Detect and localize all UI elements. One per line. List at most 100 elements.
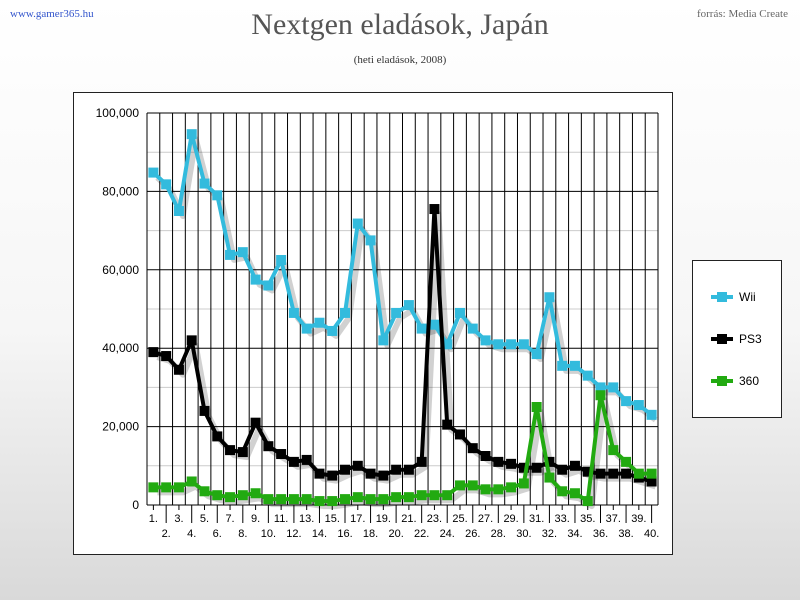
y-tick-label: 40,000 [102, 341, 139, 355]
x-tick-label: 5. [200, 513, 209, 525]
data-point-360 [225, 492, 236, 503]
data-point-ps3 [403, 464, 414, 475]
data-point-360 [646, 468, 657, 479]
legend: Wii PS3 360 [692, 260, 782, 418]
y-tick-label: 80,000 [102, 184, 139, 198]
data-point-ps3 [199, 405, 210, 416]
data-point-360 [454, 480, 465, 491]
data-point-ps3 [365, 468, 376, 479]
data-point-360 [365, 494, 376, 505]
data-point-ps3 [480, 451, 491, 461]
data-point-wii [237, 247, 248, 258]
data-point-wii [250, 274, 261, 285]
legend-swatch-wii [711, 291, 733, 303]
data-point-ps3 [250, 417, 261, 428]
data-point-ps3 [621, 468, 632, 479]
x-tick-label: 9. [251, 513, 260, 525]
data-point-ps3 [173, 364, 184, 375]
x-tick-label: 22. [414, 528, 429, 540]
data-point-ps3 [314, 468, 325, 479]
y-tick-label: 100,000 [96, 106, 140, 120]
data-point-ps3 [429, 204, 440, 215]
data-point-ps3 [506, 458, 517, 469]
legend-label-wii: Wii [739, 290, 756, 304]
data-point-360 [518, 478, 529, 489]
x-tick-label: 20. [388, 528, 403, 540]
data-point-wii [225, 249, 236, 260]
line-chart: 0 20,000 40,000 60,000 80,000 100,000 1. 2.3. 4.… [96, 106, 660, 540]
x-tick-label: 6. [213, 528, 222, 540]
data-point-360 [301, 494, 312, 505]
data-point-wii [327, 325, 338, 336]
data-point-360 [327, 496, 338, 507]
data-point-wii [506, 339, 517, 350]
x-tick-label: 35. [580, 513, 595, 525]
data-point-360 [403, 492, 414, 503]
data-point-ps3 [161, 351, 172, 362]
data-point-ps3 [442, 419, 453, 430]
x-tick-label: 23. [427, 513, 442, 525]
y-tick-label: 60,000 [102, 263, 139, 277]
x-tick-label: 16. [337, 528, 352, 540]
data-point-ps3 [518, 462, 529, 473]
legend-item-ps3: PS3 [711, 331, 762, 347]
data-point-360 [263, 494, 274, 505]
data-point-ps3 [544, 456, 555, 467]
x-tick-label: 29. [503, 513, 518, 525]
x-tick-label: 36. [593, 528, 608, 540]
x-tick-label: 30. [516, 528, 531, 540]
x-tick-label: 31. [529, 513, 544, 525]
data-point-ps3 [608, 468, 619, 479]
data-point-wii [429, 319, 440, 330]
data-point-360 [544, 472, 555, 483]
legend-label-ps3: PS3 [739, 332, 762, 346]
data-point-ps3 [148, 347, 159, 358]
x-tick-label: 28. [491, 528, 506, 540]
y-tick-label: 0 [132, 498, 139, 512]
site-url[interactable]: www.gamer365.hu [10, 8, 94, 20]
data-point-360 [148, 482, 159, 493]
data-point-ps3 [569, 460, 580, 471]
data-point-wii [301, 323, 312, 334]
data-point-ps3 [327, 470, 338, 481]
data-point-ps3 [276, 449, 287, 460]
data-point-wii [442, 339, 453, 350]
x-tick-label: 26. [465, 528, 480, 540]
data-point-360 [621, 456, 632, 467]
data-point-wii [263, 280, 274, 291]
data-point-ps3 [531, 462, 542, 473]
data-point-ps3 [352, 460, 363, 471]
x-tick-label: 17. [350, 513, 365, 525]
x-tick-label: 4. [187, 528, 196, 540]
data-point-wii [633, 400, 644, 411]
data-point-360 [633, 468, 644, 479]
data-point-360 [595, 390, 606, 401]
x-tick-label: 7. [225, 513, 234, 525]
data-point-wii [608, 382, 619, 393]
x-tick-label: 14. [312, 528, 327, 540]
x-tick-label: 19. [376, 513, 391, 525]
data-point-wii [340, 307, 351, 318]
data-point-ps3 [263, 441, 274, 452]
data-point-wii [378, 335, 389, 346]
data-point-360 [506, 482, 517, 493]
data-point-wii [314, 317, 325, 328]
data-point-ps3 [288, 456, 299, 467]
data-point-360 [161, 482, 172, 493]
data-point-360 [557, 486, 568, 497]
x-tick-label: 21. [401, 513, 416, 525]
data-point-ps3 [225, 445, 236, 456]
data-point-wii [569, 360, 580, 371]
data-point-wii [288, 307, 299, 318]
data-point-ps3 [582, 466, 593, 477]
data-point-ps3 [467, 443, 478, 454]
data-point-ps3 [557, 464, 568, 475]
data-point-360 [212, 490, 223, 501]
data-point-wii [531, 349, 542, 360]
chart-title: Nextgen eladások, Japán [251, 8, 549, 41]
data-point-wii [595, 382, 606, 393]
legend-item-360: 360 [711, 373, 759, 389]
data-point-ps3 [493, 456, 504, 467]
data-point-ps3 [391, 464, 402, 475]
data-point-360 [186, 476, 197, 487]
